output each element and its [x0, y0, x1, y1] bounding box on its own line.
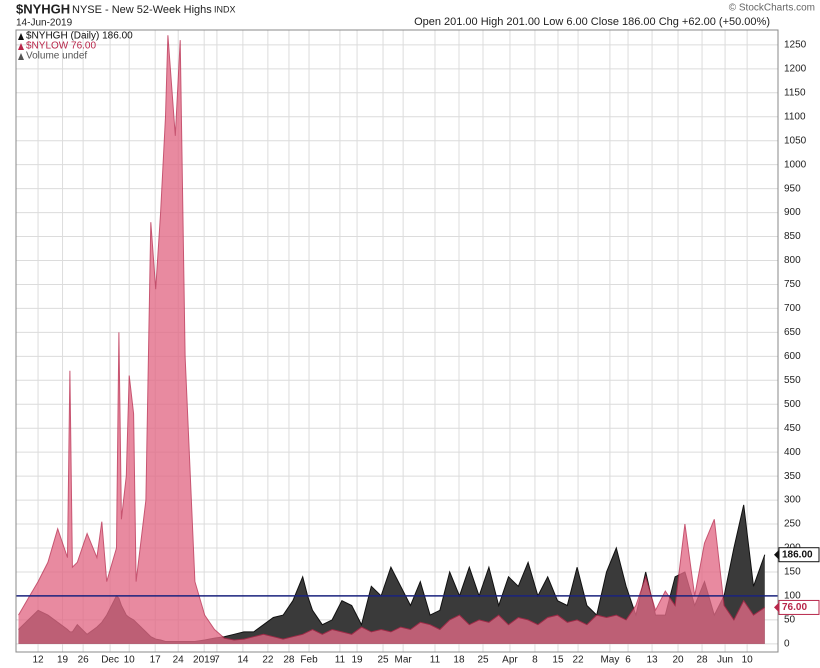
x-tick-label: 19: [57, 655, 69, 666]
last-value-label: 186.00: [782, 549, 813, 560]
y-tick-label: 450: [784, 423, 801, 434]
y-tick-label: 600: [784, 351, 801, 362]
y-tick-label: 1100: [784, 111, 806, 122]
x-tick-label: Feb: [300, 655, 318, 666]
x-tick-label: 18: [453, 655, 465, 666]
plot-border: [15, 29, 779, 653]
legend-label: Volume undef: [26, 51, 87, 62]
x-tick-label: 22: [573, 655, 585, 666]
x-tick-label: 6: [625, 655, 631, 666]
x-tick-label: May: [600, 655, 619, 666]
y-tick-label: 50: [784, 615, 796, 626]
series: [18, 35, 766, 644]
y-tick-label: 950: [784, 183, 801, 194]
y-tick-label: 500: [784, 399, 801, 410]
y-tick-label: 100: [784, 591, 801, 602]
legend-label: $NYHGH (Daily) 186.00: [26, 31, 133, 42]
legend-icon: [18, 53, 24, 60]
x-tick-label: 12: [32, 655, 44, 666]
last-value-pointer: [774, 602, 779, 613]
legend-label: $NYLOW 76.00: [26, 41, 96, 52]
y-tick-label: 350: [784, 471, 801, 482]
x-tick-label: 10: [742, 655, 754, 666]
x-tick-label: 25: [377, 655, 389, 666]
y-tick-label: 400: [784, 447, 801, 458]
x-tick-label: 20: [672, 655, 684, 666]
y-tick-label: 650: [784, 327, 801, 338]
x-tick-label: 10: [124, 655, 136, 666]
y-tick-label: 750: [784, 279, 801, 290]
x-tick-label: 11: [335, 655, 346, 666]
y-tick-label: 1150: [784, 87, 806, 98]
y-tick-label: 250: [784, 519, 801, 530]
x-tick-label: 26: [78, 655, 90, 666]
last-value-pointer: [774, 549, 779, 560]
y-tick-label: 800: [784, 255, 801, 266]
x-tick-label: 2019: [193, 655, 216, 666]
legend-icon: [18, 43, 24, 50]
x-tick-label: 15: [552, 655, 564, 666]
x-tick-label: 17: [150, 655, 162, 666]
x-tick-label: Apr: [502, 655, 518, 666]
exchange: INDX: [214, 4, 236, 14]
x-tick-label: 14: [237, 655, 249, 666]
y-tick-label: 1200: [784, 63, 807, 74]
credit: © StockCharts.com: [729, 3, 815, 14]
y-tick-label: 0: [784, 638, 790, 649]
chart-title: NYSE - New 52-Week Highs: [72, 4, 212, 16]
x-tick-label: 28: [696, 655, 708, 666]
area-fill: [18, 504, 765, 644]
y-tick-label: 700: [784, 303, 801, 314]
x-tick-label: 13: [646, 655, 658, 666]
x-tick-label: 8: [532, 655, 538, 666]
x-tick-label: 25: [477, 655, 489, 666]
y-tick-label: 1050: [784, 135, 807, 146]
x-tick-label: Jun: [717, 655, 733, 666]
y-tick-label: 1250: [784, 39, 807, 50]
x-tick-label: 24: [173, 655, 185, 666]
x-tick-label: Mar: [395, 655, 413, 666]
area-fill: [18, 35, 765, 644]
y-tick-label: 900: [784, 207, 801, 218]
x-tick-label: 28: [283, 655, 295, 666]
x-tick-label: 7: [214, 655, 220, 666]
y-tick-label: 850: [784, 231, 801, 242]
area-line: [18, 35, 766, 641]
y-tick-label: 550: [784, 375, 801, 386]
quote: Open 201.00 High 201.00 Low 6.00 Close 1…: [414, 16, 770, 28]
x-tick-label: 11: [430, 655, 441, 666]
x-tick-label: 19: [351, 655, 363, 666]
last-value-label: 76.00: [782, 602, 807, 613]
x-tick-label: 22: [262, 655, 274, 666]
y-tick-label: 300: [784, 495, 801, 506]
date: 14-Jun-2019: [16, 18, 73, 29]
y-tick-label: 1000: [784, 159, 807, 170]
y-tick-label: 150: [784, 567, 801, 578]
symbol: $NYHGH: [16, 1, 70, 16]
legend-icon: [18, 33, 24, 40]
x-tick-label: Dec: [101, 655, 119, 666]
